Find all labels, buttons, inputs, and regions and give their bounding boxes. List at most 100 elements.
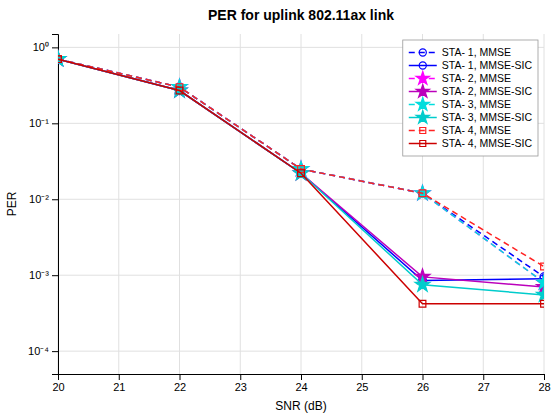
legend-entry: STA- 2, MMSE bbox=[409, 71, 511, 84]
legend-marker bbox=[416, 71, 429, 84]
y-tick-mark bbox=[52, 47, 58, 48]
title: PER for uplink 802.11ax link bbox=[208, 7, 394, 23]
x-tick-mark bbox=[240, 374, 241, 380]
x-tick-label: 22 bbox=[174, 381, 186, 393]
series-marker bbox=[536, 275, 544, 289]
grid bbox=[58, 34, 544, 374]
series-marker bbox=[536, 287, 544, 301]
legend-label: STA- 2, MMSE bbox=[442, 72, 511, 84]
legend-line bbox=[409, 130, 437, 132]
y-tick: 10⁻² bbox=[29, 193, 58, 205]
series-marker bbox=[58, 51, 66, 65]
y-tick: 10⁰ bbox=[33, 41, 58, 53]
series-marker bbox=[58, 56, 61, 63]
x-tick: 22 bbox=[174, 374, 186, 393]
x-tick: 23 bbox=[235, 374, 247, 393]
series-line bbox=[58, 59, 544, 280]
legend: STA- 1, MMSESTA- 1, MMSE-SICSTA- 2, MMSE… bbox=[403, 40, 538, 156]
x-tick: 24 bbox=[295, 374, 307, 393]
x-tick: 27 bbox=[478, 374, 490, 393]
series-line bbox=[58, 59, 544, 277]
legend-marker bbox=[416, 97, 429, 110]
series-marker bbox=[541, 300, 544, 307]
x-tick-label: 25 bbox=[356, 381, 368, 393]
series-line bbox=[58, 59, 544, 282]
series-marker bbox=[298, 170, 305, 177]
y-tick-label: 10⁻² bbox=[29, 193, 49, 205]
series-group bbox=[58, 51, 544, 307]
legend-entry: STA- 3, MMSE-SIC bbox=[409, 110, 533, 123]
grid-line-y bbox=[58, 351, 544, 352]
x-tick-mark bbox=[483, 374, 484, 380]
series bbox=[58, 55, 544, 281]
legend-label: STA- 1, MMSE bbox=[442, 46, 511, 58]
series-marker bbox=[419, 300, 426, 307]
x-tick-mark bbox=[301, 374, 302, 380]
series-marker bbox=[419, 190, 426, 197]
series-marker bbox=[58, 51, 66, 65]
plot-area: 20 21 22 23 24 25 26 27 28 10⁻⁴ 10⁻³ 10⁻² 10⁻¹ 10⁰ STA… bbox=[28, 34, 551, 393]
legend-line bbox=[409, 65, 437, 67]
series bbox=[58, 56, 544, 270]
legend-label: STA- 4, MMSE-SIC bbox=[442, 137, 533, 149]
series bbox=[58, 51, 544, 293]
series-marker bbox=[415, 277, 430, 291]
x-tick-mark bbox=[180, 374, 181, 380]
x-tick-mark bbox=[544, 374, 545, 380]
x-tick-label: 23 bbox=[235, 381, 247, 393]
y-axis: 10⁻⁴ 10⁻³ 10⁻² 10⁻¹ 10⁰ bbox=[28, 35, 58, 375]
series bbox=[58, 51, 544, 289]
series-marker bbox=[58, 51, 66, 65]
x-tick: 28 bbox=[538, 374, 550, 393]
grid-line-x bbox=[118, 34, 119, 374]
y-tick-mark bbox=[52, 123, 58, 124]
x-tick-label: 21 bbox=[113, 381, 125, 393]
chart: 20 21 22 23 24 25 26 27 28 10⁻⁴ 10⁻³ 10⁻² 10⁻¹ 10⁰ STA… bbox=[0, 0, 560, 420]
series-line bbox=[58, 59, 544, 266]
y-axis-title: PER bbox=[5, 191, 19, 216]
legend-entry: STA- 2, MMSE-SIC bbox=[409, 84, 533, 97]
grid-line-y bbox=[58, 199, 544, 200]
y-tick: 10⁻⁴ bbox=[28, 345, 58, 357]
legend-label: STA- 1, MMSE-SIC bbox=[442, 59, 533, 71]
grid-line-x bbox=[544, 34, 545, 374]
x-tick-label: 26 bbox=[417, 381, 429, 393]
y-tick-label: 10⁻⁴ bbox=[28, 345, 49, 357]
legend-line bbox=[409, 143, 437, 145]
x-tick-mark bbox=[423, 374, 424, 380]
y-tick: 10⁻¹ bbox=[29, 117, 58, 129]
y-tick: 10⁻³ bbox=[29, 269, 58, 281]
x-axis-line bbox=[59, 375, 545, 381]
legend-marker bbox=[416, 84, 429, 97]
legend-entry: STA- 1, MMSE-SIC bbox=[409, 59, 533, 71]
legend-marker bbox=[416, 110, 429, 123]
y-tick-label: 10⁻¹ bbox=[29, 117, 49, 129]
series-marker bbox=[176, 87, 183, 94]
y-axis-line bbox=[52, 35, 59, 375]
legend-label: STA- 3, MMSE bbox=[442, 98, 511, 110]
legend-box bbox=[403, 40, 538, 156]
y-tick-mark bbox=[52, 351, 58, 352]
grid-line-x bbox=[361, 34, 362, 374]
x-tick-label: 20 bbox=[52, 381, 64, 393]
x-tick: 20 bbox=[52, 374, 64, 393]
legend-label: STA- 4, MMSE bbox=[442, 124, 511, 136]
series-marker bbox=[541, 263, 544, 270]
x-axis-title: SNR (dB) bbox=[275, 399, 326, 413]
grid-line-x bbox=[301, 34, 302, 374]
legend-entry: STA- 1, MMSE bbox=[409, 46, 511, 58]
grid-line-x bbox=[240, 34, 241, 374]
legend-label: STA- 2, MMSE-SIC bbox=[442, 85, 533, 97]
x-tick-mark bbox=[119, 374, 120, 380]
series-line bbox=[58, 59, 544, 304]
x-tick-mark bbox=[362, 374, 363, 380]
legend-entry: STA- 4, MMSE bbox=[409, 124, 511, 136]
x-tick: 25 bbox=[356, 374, 368, 393]
legend-marker bbox=[419, 62, 426, 69]
x-tick-label: 24 bbox=[295, 381, 307, 393]
legend-line bbox=[409, 52, 437, 54]
legend-marker bbox=[419, 49, 426, 56]
y-tick-label: 10⁻³ bbox=[29, 269, 49, 281]
x-tick: 21 bbox=[113, 374, 125, 393]
legend-entry: STA- 4, MMSE-SIC bbox=[409, 137, 533, 149]
